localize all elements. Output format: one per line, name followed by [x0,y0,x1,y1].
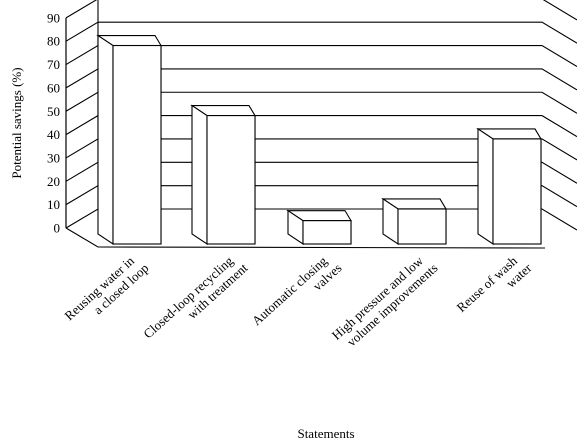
bar-front [492,138,542,245]
x-category-label: Closed-loop recyclingwith treatment [140,249,250,353]
x-category-label: Reusing water ina closed loop [62,249,152,334]
gridline [65,161,577,184]
bar-front [206,115,256,245]
x-category-label-line: High pressure and low [329,253,427,343]
gridline [65,68,577,91]
gridline [65,91,577,114]
x-category-label: Automatic closingvalves [249,249,345,339]
bar-front [397,208,447,245]
bar [96,34,162,246]
y-tick-label: 60 [47,80,60,95]
y-tick-label: 10 [47,197,60,212]
gridline [65,185,577,208]
bar-left-face [191,104,208,246]
chart-floor [65,227,546,249]
bar [286,209,352,246]
y-tick-label: 70 [47,57,60,72]
bars [96,34,542,246]
gridline [65,44,577,68]
y-tick-label: 90 [47,10,60,25]
y-tick-label: 80 [47,34,60,49]
y-tick-label: 50 [47,104,60,119]
x-category-labels: Reusing water ina closed loopClosed-loop… [62,249,535,354]
y-tick-labels: 0 10 20 30 40 50 60 70 80 90 [47,10,60,235]
floor-edge [65,227,546,249]
gridline [65,21,577,44]
bar-left-face [97,34,114,246]
bar-left-face [477,127,494,246]
y-tick-label: 40 [47,127,60,142]
x-axis-label: Statements [297,426,354,441]
y-tick-label: 0 [54,221,61,236]
x-category-label: High pressure and lowvolume improvements [329,249,441,354]
bar-front [112,44,162,245]
y-tick-label: 30 [47,150,60,165]
y-axis-label: Potential savings (%) [9,67,24,178]
gridline [65,0,577,21]
bar-front [302,220,352,245]
bar [190,104,256,246]
y-tick-label: 20 [47,174,60,189]
bar [476,127,542,246]
gridline [65,115,577,138]
gridline [65,138,577,161]
bar [381,197,447,246]
x-category-label: Reuse of washwater [454,249,535,326]
gridline [65,208,577,231]
